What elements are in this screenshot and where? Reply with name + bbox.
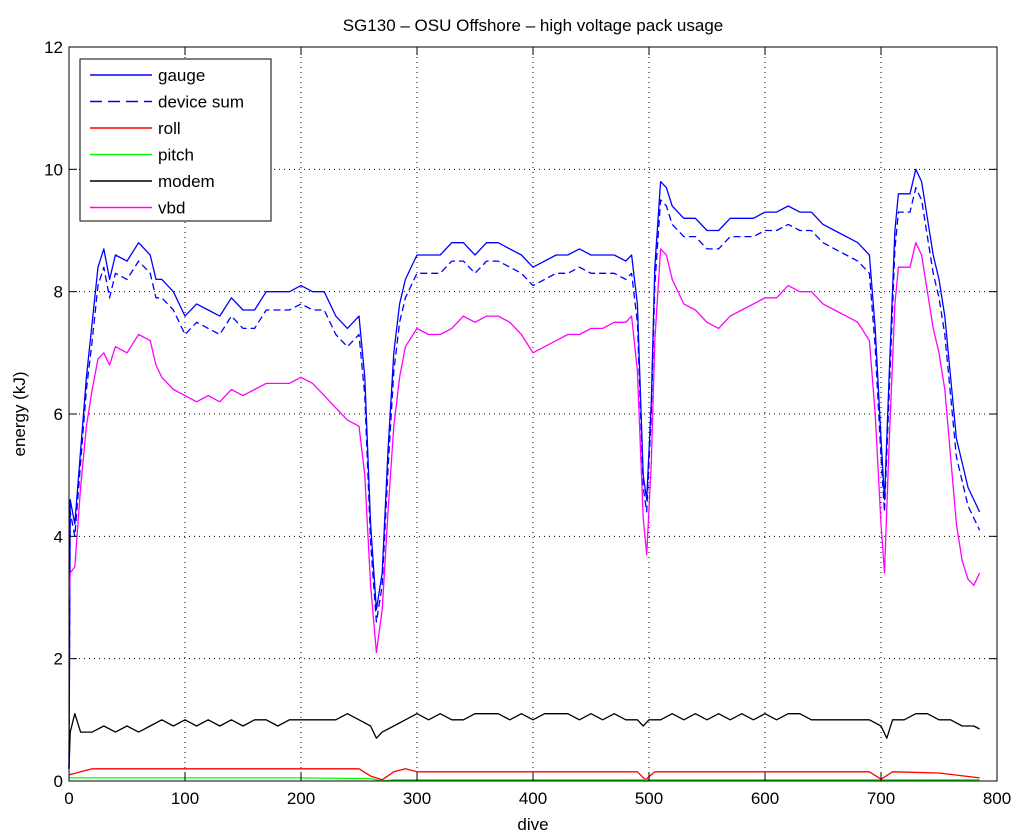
x-tick-label: 600 [751,789,779,808]
legend-label: roll [158,119,181,138]
y-tick-label: 6 [54,405,63,424]
series-line-vbd [68,242,981,654]
series-lines [68,168,981,782]
x-tick-label: 0 [64,789,73,808]
series-line-device-sum [68,187,981,769]
legend-label: gauge [158,66,205,85]
chart-title: SG130 – OSU Offshore – high voltage pack… [343,16,724,35]
x-tick-label: 400 [519,789,547,808]
legend-label: device sum [158,93,244,112]
y-axis-title: energy (kJ) [10,371,29,456]
x-tick-label: 800 [983,789,1011,808]
y-tick-label: 2 [54,650,63,669]
x-tick-label: 200 [287,789,315,808]
y-tick-label: 10 [44,160,63,179]
x-tick-label: 300 [403,789,431,808]
legend-box [79,58,272,222]
x-axis-title: dive [517,815,548,834]
y-tick-label: 12 [44,38,63,57]
series-line-modem [68,713,980,769]
legend-label: vbd [158,199,185,218]
axis-ticks: 0 100 200 300 400 500 600 700 800 0 2 4 6 8 10 12 [44,38,1011,808]
legend-label: modem [158,172,215,191]
y-tick-label: 0 [54,772,63,791]
x-tick-label: 100 [171,789,199,808]
series-line-pitch [69,777,980,782]
series-line-gauge [68,168,981,769]
y-tick-label: 8 [54,283,63,302]
legend-label: pitch [158,146,194,165]
x-tick-label: 500 [635,789,663,808]
x-tick-label: 700 [867,789,895,808]
y-tick-label: 4 [54,527,63,546]
legend: gauge device sum roll pitch modem vbd [79,58,272,222]
series-line-roll [68,768,980,781]
